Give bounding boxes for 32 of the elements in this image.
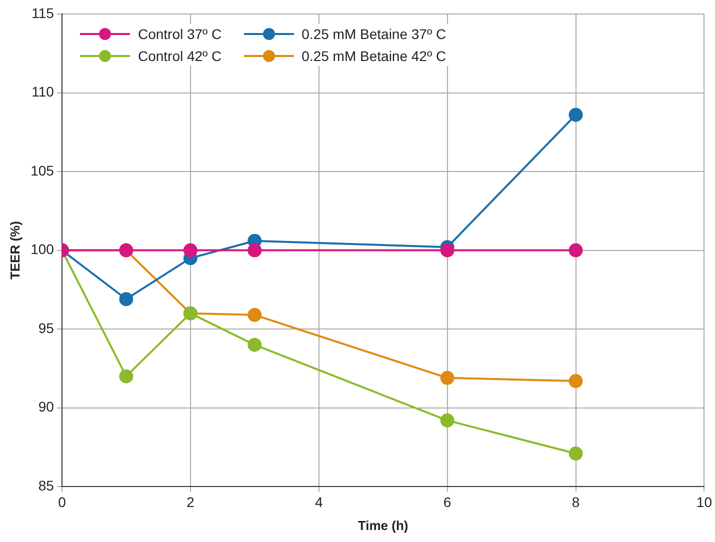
legend-label: Control 42º C (138, 48, 222, 64)
y-tick-label: 85 (38, 477, 54, 494)
point (568, 243, 583, 258)
point (440, 413, 454, 428)
x-tick-label: 2 (186, 494, 195, 510)
x-tick-label: 8 (572, 494, 580, 510)
y-tick-label: 110 (32, 84, 54, 100)
point (119, 369, 134, 384)
point (440, 370, 454, 385)
x-tick-label: 6 (443, 494, 452, 510)
y-tick-label: 115 (32, 4, 54, 21)
x-tick-label: 10 (696, 494, 712, 510)
y-tick-label: 105 (30, 162, 54, 178)
y-axis-title: TEER (%) (7, 221, 22, 280)
point (568, 374, 583, 388)
legend-label: 0.25 mM Betaine 42º C (302, 48, 446, 64)
point (440, 243, 454, 258)
point (248, 338, 262, 352)
y-tick-label: 100 (30, 241, 54, 258)
legend-label: 0.25 mM Betaine 37º C (302, 26, 446, 42)
point (248, 308, 262, 322)
legend-label: Control 37º C (138, 26, 222, 42)
point (568, 108, 583, 122)
point (183, 243, 198, 258)
point (568, 446, 583, 461)
point (119, 292, 134, 306)
y-tick-label: 95 (38, 320, 54, 336)
x-tick-label: 0 (58, 494, 66, 510)
x-axis-title: Time (h) (358, 518, 408, 533)
y-tick-label: 90 (38, 398, 54, 415)
point (248, 243, 262, 258)
x-tick-label: 4 (314, 494, 323, 510)
